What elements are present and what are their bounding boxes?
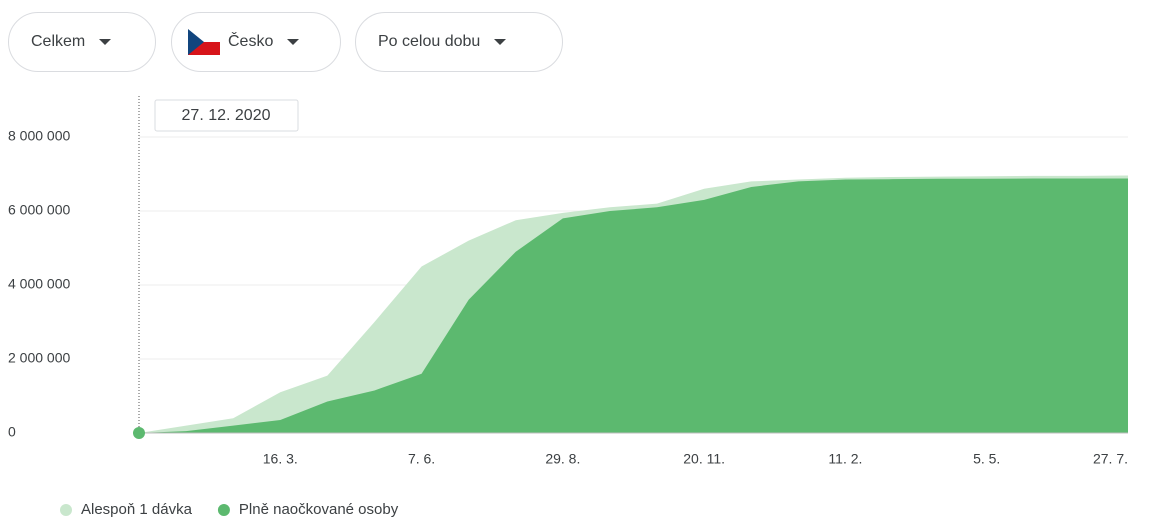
legend-label: Alespoň 1 dávka	[81, 501, 193, 518]
filter-dropdown[interactable]: Po celou dobu	[355, 12, 563, 72]
legend-label: Plně naočkované osoby	[239, 501, 399, 518]
legend-swatch	[60, 504, 72, 516]
filter-dropdown[interactable]: Celkem	[8, 12, 156, 72]
tooltip-box	[154, 99, 299, 132]
y-tick-label: 2 000 000	[8, 350, 70, 366]
filter-label: Česko	[228, 33, 274, 50]
filter-dropdown[interactable]: Česko	[171, 12, 341, 72]
y-tick-label: 0	[8, 424, 16, 440]
flag	[188, 29, 220, 55]
x-tick-label: 20. 11.	[683, 451, 725, 467]
filter-label: Celkem	[31, 33, 86, 50]
x-tick-label: 7. 6.	[408, 451, 435, 467]
caret	[287, 39, 300, 45]
legend-swatch	[217, 504, 230, 516]
y-tick-label: 4 000 000	[8, 276, 70, 292]
cursor-dot	[133, 427, 145, 439]
caret	[494, 39, 507, 45]
x-tick-label: 16. 3.	[263, 451, 298, 467]
area	[139, 178, 1128, 433]
y-tick-label: 6 000 000	[8, 202, 70, 218]
filter-label: Po celou dobu	[378, 33, 481, 50]
x-tick-label: 11. 2.	[828, 451, 862, 467]
caret	[99, 39, 112, 45]
x-tick-label: 29. 8.	[545, 451, 580, 467]
x-tick-label: 27. 7.	[1093, 451, 1128, 467]
tooltip-text: 27. 12. 2020	[182, 107, 271, 124]
x-tick-label: 5. 5.	[973, 451, 1000, 467]
y-tick-label: 8 000 000	[8, 128, 70, 144]
